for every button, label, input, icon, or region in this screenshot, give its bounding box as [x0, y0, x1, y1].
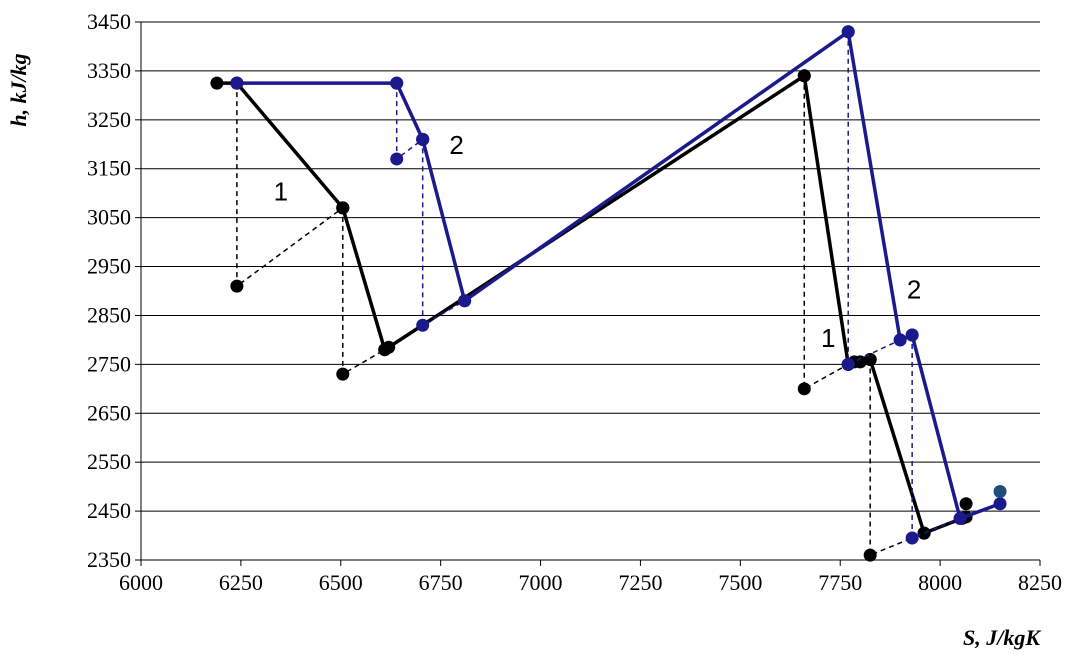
y-tick-label: 2450 — [87, 498, 131, 523]
data-point — [993, 485, 1007, 499]
y-tick-label: 2350 — [87, 547, 131, 572]
annotation-label: 1 — [274, 177, 288, 207]
series-group — [210, 25, 1007, 562]
series-dashed-line-3 — [803, 75, 849, 391]
x-tick-label: 8250 — [1018, 570, 1062, 595]
data-point — [841, 357, 855, 371]
y-axis-label: h, kJ/kg — [6, 53, 31, 126]
x-axis-label: S, J/kgK — [963, 625, 1041, 650]
x-tick-label: 6500 — [319, 570, 363, 595]
data-point — [959, 497, 973, 511]
annotations: 1 2 2 1 — [274, 130, 922, 353]
axes — [135, 21, 1041, 566]
data-point — [917, 526, 931, 540]
data-point — [336, 201, 350, 215]
data-point — [210, 76, 224, 90]
y-tick-label: 3150 — [87, 156, 131, 181]
data-point — [336, 367, 350, 381]
data-point — [378, 343, 392, 357]
gridlines — [141, 21, 1040, 512]
data-point — [416, 132, 430, 146]
annotation-label: 2 — [907, 274, 921, 304]
data-point — [953, 511, 967, 525]
data-point — [905, 328, 919, 342]
x-tick-label: 8000 — [918, 570, 962, 595]
y-tick-label: 2550 — [87, 449, 131, 474]
x-tick-label: 7500 — [718, 570, 762, 595]
series-dashed-line-8 — [421, 139, 466, 327]
y-tick-label: 2950 — [87, 254, 131, 279]
data-point — [905, 531, 919, 545]
x-tick-label: 6000 — [119, 570, 163, 595]
y-tick-label: 3250 — [87, 107, 131, 132]
series-dashed-line-9 — [847, 31, 901, 366]
data-point — [893, 333, 907, 347]
annotation-label: 1 — [821, 323, 835, 353]
y-tick-label: 2850 — [87, 302, 131, 327]
data-point — [853, 355, 867, 369]
data-point — [230, 279, 244, 293]
data-point — [797, 69, 811, 83]
data-point — [390, 152, 404, 166]
x-tick-labels: 6000 6250 6500 6750 7000 7250 7500 7750 8000 8250 — [119, 570, 1062, 595]
data-point — [390, 76, 404, 90]
x-tick-label: 7250 — [618, 570, 662, 595]
y-tick-label: 2650 — [87, 400, 131, 425]
data-point — [863, 548, 877, 562]
y-tick-label: 3350 — [87, 58, 131, 83]
data-point — [863, 352, 877, 366]
y-tick-label: 2750 — [87, 351, 131, 376]
data-point — [416, 318, 430, 332]
data-point — [230, 76, 244, 90]
x-tick-label: 6250 — [219, 570, 263, 595]
data-point — [841, 25, 855, 39]
data-point — [797, 382, 811, 396]
y-tick-label: 3050 — [87, 205, 131, 230]
y-tick-labels: 2350 2450 2550 2650 2750 2850 2950 3050 3150 3250… — [87, 9, 131, 572]
y-tick-label: 3450 — [87, 9, 131, 34]
x-tick-label: 7750 — [818, 570, 862, 595]
annotation-label: 2 — [449, 130, 463, 160]
x-tick-label: 7000 — [519, 570, 563, 595]
x-tick-label: 6750 — [419, 570, 463, 595]
data-point — [458, 294, 472, 308]
data-point — [993, 497, 1007, 511]
